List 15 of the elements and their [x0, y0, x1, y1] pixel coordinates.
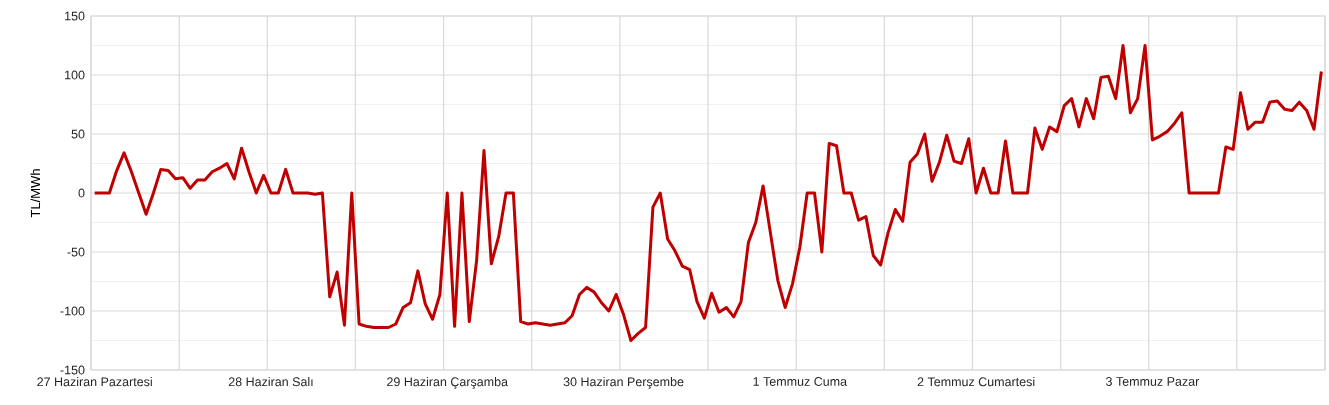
x-tick-label: 27 Haziran Pazartesi: [37, 377, 152, 387]
y-tick-label: -100: [60, 306, 85, 316]
x-tick-label: 1 Temmuz Cuma: [753, 377, 848, 386]
y-tick-label: 150: [65, 11, 85, 21]
x-tick-label: 29 Haziran Çarşamba: [387, 377, 509, 389]
y-tick-label: 0: [78, 188, 85, 198]
y-tick-label: -150: [60, 365, 85, 375]
x-tick-label: 2 Temmuz Cumartesi: [917, 377, 1035, 387]
y-tick-label: 100: [65, 70, 85, 80]
x-tick-label: 28 Haziran Salı: [228, 377, 313, 387]
y-tick-label: -50: [67, 247, 85, 257]
x-tick-label: 30 Haziran Perşembe: [563, 377, 684, 389]
y-axis-title: TL/MWh: [30, 169, 41, 218]
y-tick-label: 50: [71, 129, 85, 139]
x-tick-label: 3 Temmuz Pazar: [1105, 377, 1200, 386]
